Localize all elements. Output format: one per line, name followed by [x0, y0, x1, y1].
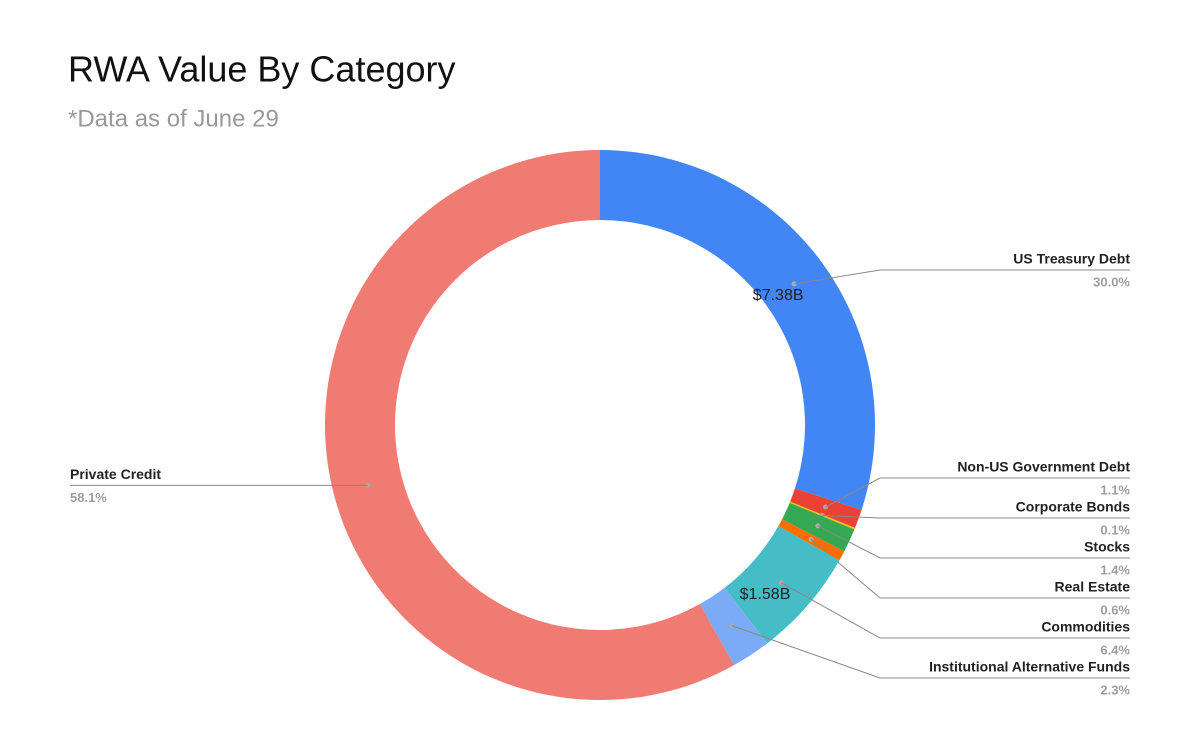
leader-line [794, 269, 1130, 285]
legend-label: Stocks [1084, 539, 1130, 555]
legend-label: Commodities [1041, 619, 1130, 635]
value-label: 0.1% [1100, 522, 1130, 537]
value-label: 1.4% [1100, 562, 1130, 577]
value-label: 6.4% [1100, 642, 1130, 657]
leader-line [817, 525, 1130, 559]
value-label: 0.6% [1100, 602, 1130, 617]
value-label: 58.1% [70, 490, 107, 505]
chart-title: RWA Value By Category [68, 49, 456, 90]
legend-label: Private Credit [70, 466, 161, 482]
leader-line [780, 582, 1130, 639]
chart-subtitle: *Data as of June 29 [68, 105, 279, 132]
legend-label: Real Estate [1055, 579, 1131, 595]
value-label: 2.3% [1100, 682, 1130, 697]
amount-label: $7.38B [753, 287, 804, 304]
amount-label: $1.58B [740, 586, 791, 603]
legend-label: Corporate Bonds [1016, 499, 1131, 515]
leader-line [822, 514, 1130, 519]
value-label: 1.1% [1100, 482, 1130, 497]
leader-line [825, 477, 1130, 508]
value-label: 30.0% [1093, 274, 1130, 289]
legend-label: Non-US Government Debt [957, 459, 1130, 475]
leader-line [731, 625, 1130, 679]
legend-label: Institutional Alternative Funds [929, 659, 1130, 675]
legend-label: US Treasury Debt [1013, 251, 1130, 267]
slice [324, 150, 734, 700]
slice [600, 150, 875, 510]
